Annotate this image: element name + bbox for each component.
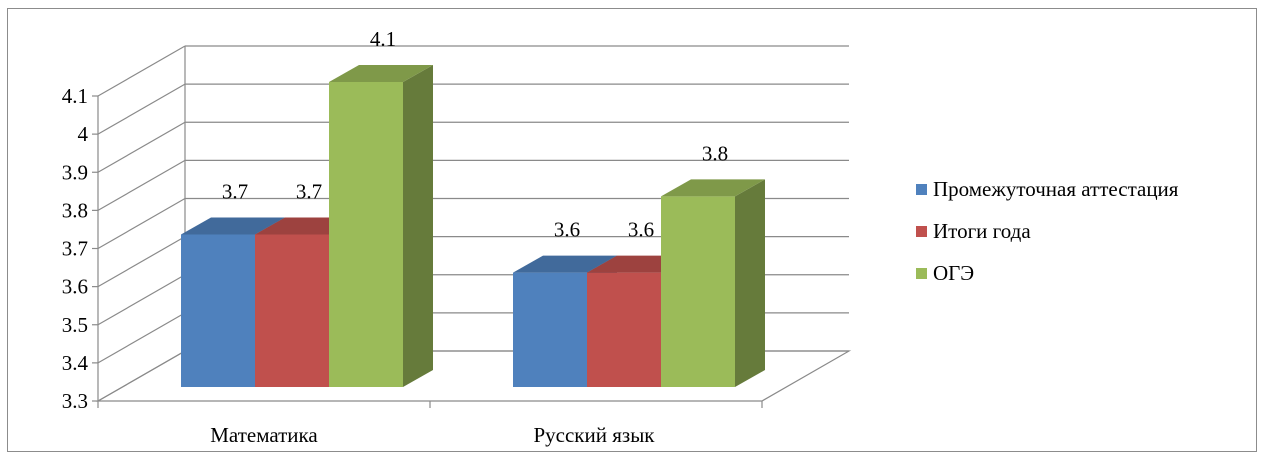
bar xyxy=(587,272,661,387)
bar-top xyxy=(513,255,617,273)
x-tick-label: Русский язык xyxy=(533,423,655,447)
data-label: 3.8 xyxy=(702,141,728,165)
data-label: 3.7 xyxy=(296,180,322,204)
data-label: 4.1 xyxy=(370,27,396,51)
y-tick-label: 3.3 xyxy=(62,389,88,413)
gridline-side xyxy=(97,45,186,97)
bar-side xyxy=(735,179,765,387)
gridline-side xyxy=(97,197,186,250)
gridline-side xyxy=(97,236,186,288)
legend-swatch-series-2 xyxy=(916,226,927,237)
y-tick-label: 3.7 xyxy=(62,237,88,261)
floor xyxy=(95,350,852,402)
legend-item-series-2: Итоги года xyxy=(916,219,1178,243)
legend: Промежуточная аттестация Итоги года ОГЭ xyxy=(916,177,1179,304)
bar-top xyxy=(181,217,285,235)
bar xyxy=(329,82,403,387)
data-label: 3.6 xyxy=(554,218,580,242)
legend-swatch-series-3 xyxy=(916,268,927,279)
legend-item-series-1: Промежуточная аттестация xyxy=(916,177,1179,201)
gridline-side xyxy=(97,83,186,135)
legend-swatch-series-1 xyxy=(916,184,927,195)
bar-top xyxy=(329,65,433,82)
bar xyxy=(513,272,587,387)
y-tick-label: 3.6 xyxy=(62,275,88,299)
y-tick-label: 3.5 xyxy=(62,313,88,337)
gridline-side xyxy=(97,312,186,364)
legend-item-series-3: ОГЭ xyxy=(916,261,1178,285)
legend-label-series-2: Итоги года xyxy=(933,219,1031,243)
bar xyxy=(181,234,255,387)
bar xyxy=(661,196,735,387)
legend-label-series-3: ОГЭ xyxy=(933,261,975,285)
y-tick-label: 3.9 xyxy=(62,160,88,184)
gridline-side xyxy=(97,274,186,326)
bar-top xyxy=(661,179,765,197)
data-label: 3.6 xyxy=(628,218,654,242)
y-tick-label: 3.8 xyxy=(62,198,88,222)
y-tick-label: 4 xyxy=(78,122,89,146)
gridline-side xyxy=(97,159,186,211)
gridline-side xyxy=(97,121,186,173)
bar-side xyxy=(403,65,433,387)
data-label: 3.7 xyxy=(222,180,248,204)
legend-label-series-1: Промежуточная аттестация xyxy=(933,177,1179,201)
x-tick-label: Математика xyxy=(210,423,318,447)
bar xyxy=(255,234,329,387)
y-tick-label: 3.4 xyxy=(62,351,89,375)
y-tick-label: 4.1 xyxy=(62,84,88,108)
